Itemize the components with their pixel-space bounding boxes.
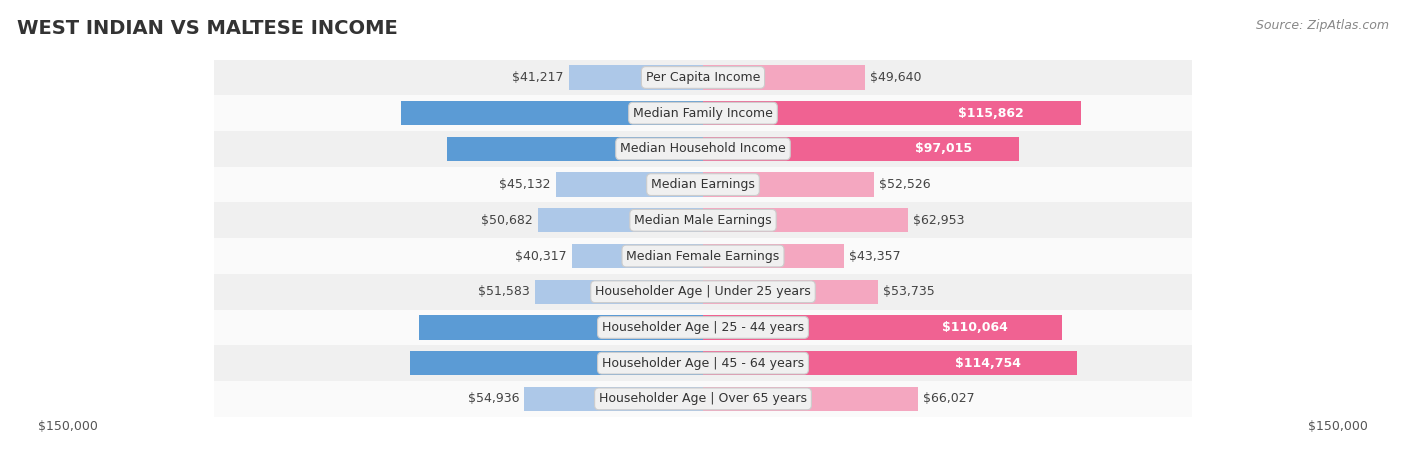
- Text: Median Male Earnings: Median Male Earnings: [634, 214, 772, 227]
- Text: $40,317: $40,317: [515, 249, 567, 262]
- Text: Source: ZipAtlas.com: Source: ZipAtlas.com: [1256, 19, 1389, 32]
- Bar: [555, 172, 703, 197]
- Bar: [703, 387, 918, 411]
- Text: Median Female Earnings: Median Female Earnings: [627, 249, 779, 262]
- Bar: [214, 131, 1192, 167]
- Text: $41,217: $41,217: [512, 71, 564, 84]
- Text: $89,906: $89,906: [659, 357, 716, 370]
- Text: Per Capita Income: Per Capita Income: [645, 71, 761, 84]
- Text: $110,064: $110,064: [942, 321, 1008, 334]
- Text: $97,015: $97,015: [915, 142, 972, 156]
- Bar: [572, 244, 703, 268]
- Text: $87,205: $87,205: [661, 321, 717, 334]
- Text: $49,640: $49,640: [870, 71, 921, 84]
- Text: $114,754: $114,754: [955, 357, 1021, 370]
- Text: Householder Age | 45 - 64 years: Householder Age | 45 - 64 years: [602, 357, 804, 370]
- Bar: [703, 208, 908, 233]
- Text: $52,526: $52,526: [879, 178, 931, 191]
- Bar: [401, 101, 703, 125]
- Text: $115,862: $115,862: [959, 106, 1024, 120]
- Bar: [703, 172, 875, 197]
- Bar: [703, 137, 1019, 161]
- Bar: [419, 315, 703, 340]
- Text: $43,357: $43,357: [849, 249, 901, 262]
- Bar: [703, 101, 1081, 125]
- Bar: [214, 60, 1192, 95]
- Text: Median Family Income: Median Family Income: [633, 106, 773, 120]
- Text: $150,000: $150,000: [38, 419, 98, 432]
- Bar: [214, 95, 1192, 131]
- Bar: [214, 203, 1192, 238]
- Text: $92,765: $92,765: [658, 106, 714, 120]
- Text: $51,583: $51,583: [478, 285, 530, 298]
- Text: $53,735: $53,735: [883, 285, 935, 298]
- Text: $45,132: $45,132: [499, 178, 551, 191]
- Bar: [214, 238, 1192, 274]
- Text: $66,027: $66,027: [924, 392, 974, 405]
- Bar: [703, 315, 1062, 340]
- Text: $54,936: $54,936: [468, 392, 519, 405]
- Bar: [537, 208, 703, 233]
- Bar: [447, 137, 703, 161]
- Bar: [703, 65, 865, 90]
- Bar: [568, 65, 703, 90]
- Bar: [524, 387, 703, 411]
- Text: $78,455: $78,455: [665, 142, 721, 156]
- Text: $50,682: $50,682: [481, 214, 533, 227]
- Bar: [214, 274, 1192, 310]
- Bar: [214, 381, 1192, 417]
- Text: Householder Age | 25 - 44 years: Householder Age | 25 - 44 years: [602, 321, 804, 334]
- Text: WEST INDIAN VS MALTESE INCOME: WEST INDIAN VS MALTESE INCOME: [17, 19, 398, 38]
- Bar: [214, 310, 1192, 345]
- Text: Householder Age | Under 25 years: Householder Age | Under 25 years: [595, 285, 811, 298]
- Text: $150,000: $150,000: [1308, 419, 1368, 432]
- Bar: [703, 244, 845, 268]
- Bar: [214, 345, 1192, 381]
- Bar: [703, 351, 1077, 375]
- Text: $62,953: $62,953: [912, 214, 965, 227]
- Text: Householder Age | Over 65 years: Householder Age | Over 65 years: [599, 392, 807, 405]
- Text: Median Earnings: Median Earnings: [651, 178, 755, 191]
- Bar: [534, 280, 703, 304]
- Bar: [703, 280, 879, 304]
- Bar: [411, 351, 703, 375]
- Bar: [214, 167, 1192, 203]
- Text: Median Household Income: Median Household Income: [620, 142, 786, 156]
